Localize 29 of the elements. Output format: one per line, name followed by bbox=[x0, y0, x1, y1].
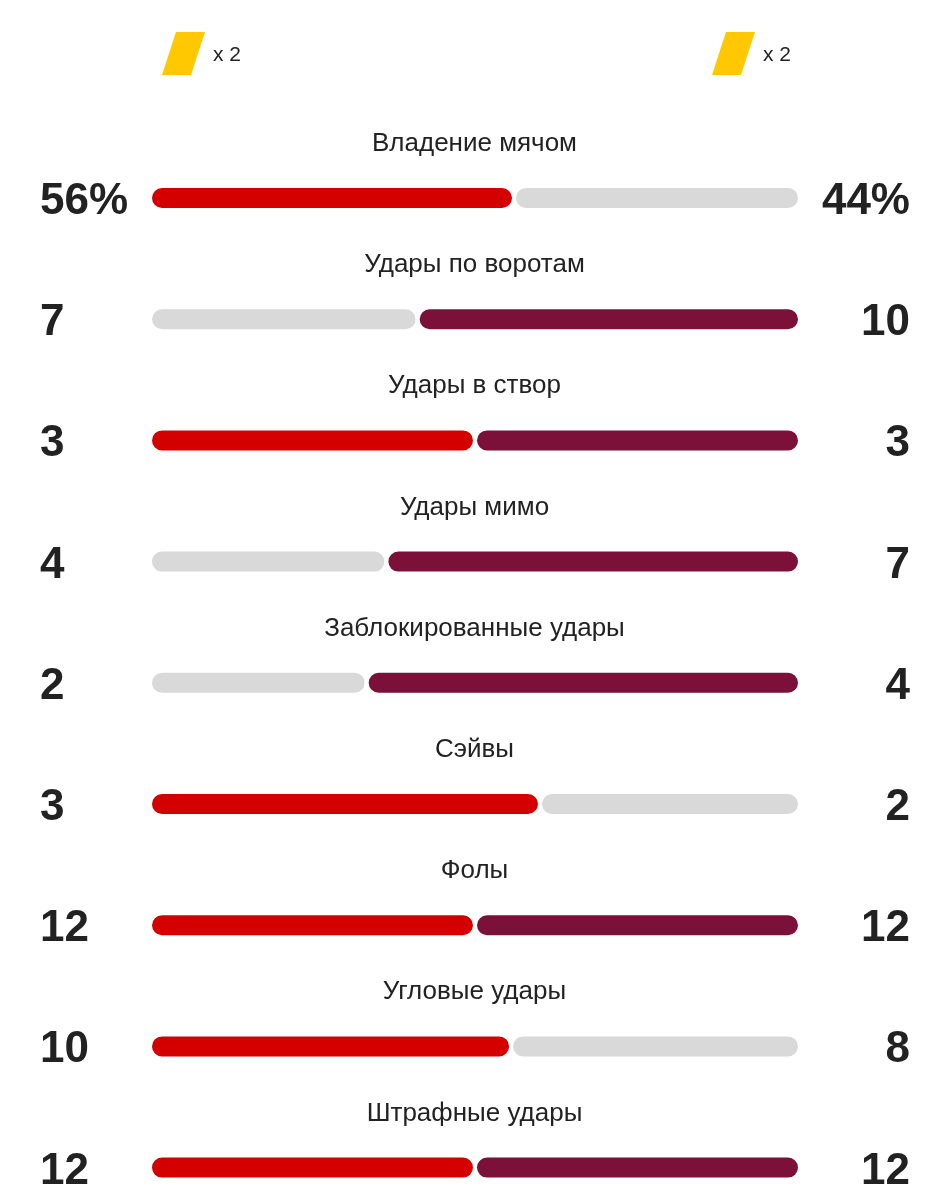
chart-title: Сэйвы bbox=[434, 733, 515, 763]
data-label: 2 bbox=[885, 780, 910, 829]
chart-title: Удары в створ bbox=[388, 369, 561, 400]
chart-title: Угловые удары bbox=[382, 975, 567, 1006]
data-label: 12 bbox=[861, 901, 910, 951]
chart-title: Владение мячом bbox=[371, 127, 578, 157]
text: x 2 bbox=[213, 42, 242, 65]
data-label: 44% bbox=[821, 174, 910, 223]
data-label: 8 bbox=[885, 1022, 910, 1072]
data-label: 12 bbox=[40, 901, 89, 951]
chart-title: Фолы bbox=[440, 854, 509, 885]
data-label: 10 bbox=[40, 1022, 89, 1072]
chart-title: Удары по воротам bbox=[364, 248, 585, 279]
data-label: 12 bbox=[40, 1143, 89, 1193]
data-label: 56% bbox=[40, 174, 129, 223]
data-label: 12 bbox=[861, 1143, 910, 1193]
chart-title: Заблокированные удары bbox=[324, 611, 625, 642]
data-label: 7 bbox=[885, 537, 910, 587]
data-label: 10 bbox=[861, 295, 910, 345]
data-label: 7 bbox=[40, 295, 65, 345]
data-label: 3 bbox=[885, 416, 910, 466]
data-label: 2 bbox=[40, 658, 65, 708]
data-label: 3 bbox=[40, 416, 65, 466]
text: x 2 bbox=[763, 42, 792, 65]
data-label: 4 bbox=[40, 537, 65, 587]
chart-title: Удары мимо bbox=[399, 490, 550, 521]
data-label: 3 bbox=[40, 780, 65, 829]
chart-title: Штрафные удары bbox=[366, 1096, 583, 1127]
data-label: 4 bbox=[885, 658, 911, 708]
